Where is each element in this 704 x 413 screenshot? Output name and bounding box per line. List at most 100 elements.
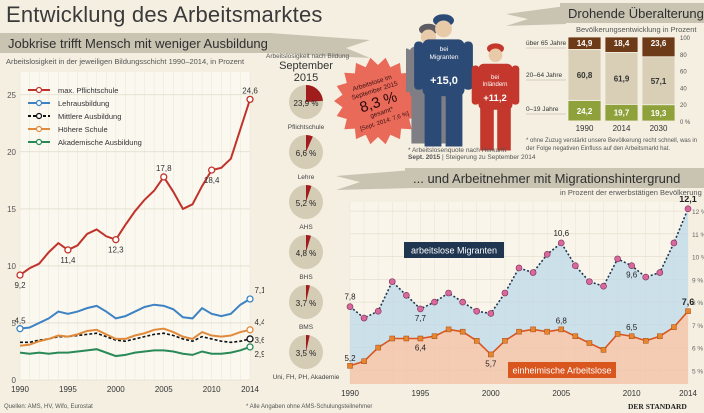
- migrant-area: [350, 208, 688, 366]
- row-label: über 65 Jahre: [526, 40, 566, 47]
- native-point: [671, 324, 677, 330]
- legend-tag-einheimisch: einheimische Arbeitslose: [508, 362, 616, 378]
- population-chart: über 65 Jahre 20–64 Jahre 0–19 Jahre 14,9 60…: [526, 36, 691, 133]
- legend-tag-migranten: arbeitslose Migranten: [404, 242, 504, 258]
- migrant-point: [543, 251, 551, 258]
- data-label: 4,5: [14, 317, 26, 326]
- native-point: [572, 333, 579, 339]
- migrant-point: [684, 205, 692, 213]
- native-point: [558, 326, 564, 333]
- x-tick-label: 1995: [59, 385, 77, 394]
- native-point: [502, 338, 508, 344]
- legend-marker: [35, 99, 43, 107]
- data-point-marker: [246, 295, 254, 303]
- legend-marker: [35, 112, 43, 120]
- legend-label: Lehrausbildung: [58, 99, 109, 108]
- data-label: 6,8: [556, 316, 568, 325]
- pie-value-label: 5,2 %: [296, 199, 316, 208]
- series-line-3: [19, 327, 251, 347]
- data-point-marker: [64, 246, 72, 254]
- x-tick-label: 2010: [623, 389, 641, 398]
- native-point: [544, 328, 550, 335]
- y-tick-label: 0: [12, 376, 17, 385]
- native-point: [600, 347, 607, 353]
- y-tick-label: 10: [7, 262, 16, 271]
- stack-segment: [567, 49, 602, 101]
- worker-native-arm-right: [511, 65, 520, 105]
- migrant-point: [501, 289, 509, 297]
- migrant-point: [431, 298, 438, 306]
- stack-value-label: 19,3: [651, 109, 667, 118]
- data-point-marker: [246, 95, 254, 104]
- native-point: [459, 328, 466, 335]
- starburst-shape: [334, 57, 422, 145]
- migrant-value: +15,0: [430, 75, 458, 87]
- pie-category-label: Lehre: [298, 174, 315, 181]
- migrant-point: [614, 255, 621, 263]
- stack-value-label: 61,9: [614, 74, 630, 83]
- pie-slice: [306, 85, 323, 102]
- section-ribbon-ageing: Drohende Überalterung: [560, 3, 704, 23]
- migrant-point: [388, 278, 396, 285]
- native-point: [614, 331, 621, 337]
- legend-tag-text: arbeitslose Migranten: [411, 246, 497, 256]
- worker-native-head: [488, 48, 503, 63]
- page-title: Entwicklung des Arbeitsmarktes: [6, 2, 323, 27]
- migrant-point: [459, 298, 466, 306]
- data-label: 7,1: [254, 286, 264, 295]
- migrant-point: [628, 262, 635, 269]
- stack-segment: [567, 100, 602, 122]
- x-tick-label: 2010: [203, 385, 221, 394]
- native-point: [516, 328, 522, 335]
- footnote: * Alle Angaben ohne AMS-Schulungsteilneh…: [246, 404, 373, 410]
- data-label: 11,4: [60, 256, 76, 265]
- native-point: [586, 340, 593, 346]
- legend-marker: [35, 138, 43, 146]
- stack-segment: [641, 56, 676, 106]
- legend-label: Mittlere Ausbildung: [58, 112, 121, 121]
- migrant-point: [487, 310, 495, 317]
- data-point-marker: [16, 325, 24, 333]
- pie-category-label: Pflichtschule: [288, 124, 325, 131]
- migrant-point: [557, 239, 565, 247]
- x-tick-label: 2000: [107, 385, 125, 394]
- stack-value-label: 60,8: [577, 71, 593, 80]
- pie-category-label: BMS: [299, 324, 314, 331]
- pie-value-label: 4,8 %: [296, 249, 316, 258]
- section-ribbon-education: Jobkrise trifft Mensch mit weniger Ausbi…: [0, 33, 282, 53]
- migration-note-text: * Arbeitslosenquote nach Herkunft: [408, 147, 507, 154]
- pie-value-label: 6,6 %: [296, 149, 316, 158]
- ribbon-arrow-ageing: [506, 6, 566, 26]
- worker-migrant-torso: [422, 39, 465, 97]
- series-line-1: [19, 298, 251, 330]
- stack-value-label: 23,6: [651, 39, 667, 48]
- pie-caption-line1: Arbeitslosigkeit nach Bildung: [266, 53, 350, 60]
- data-label: 2,9: [254, 350, 264, 359]
- data-point-marker: [246, 326, 254, 334]
- data-label: 6,4: [415, 344, 427, 353]
- sources: Quellen: AMS, HV, Wifo, Eurostat: [4, 404, 93, 410]
- x-tick-label: 1995: [412, 389, 430, 398]
- x-tick-label: 2014: [679, 389, 697, 398]
- native-point: [488, 351, 494, 358]
- ribbon-arrow-education: [270, 33, 370, 58]
- section-title-education: Jobkrise trifft Mensch mit weniger Ausbi…: [8, 36, 283, 51]
- native-point: [417, 335, 424, 342]
- data-label: 12,1: [679, 196, 697, 204]
- y-tick-label: 20: [680, 103, 687, 109]
- native-point: [530, 326, 536, 333]
- y-tick-label: 11 %: [692, 232, 704, 239]
- y-tick-label: 8 %: [692, 300, 703, 307]
- worker-native-leg-left: [480, 108, 494, 151]
- migration-chart-caption: in Prozent der erwerbstätigen Bevölkerun…: [560, 188, 702, 197]
- worker-migrant-arm-right: [463, 41, 473, 90]
- migrant-point: [586, 278, 593, 285]
- section-ribbon-migration: ... und Arbeitnehmer mit Migrationshinte…: [405, 168, 704, 188]
- migrant-point: [600, 282, 607, 290]
- data-label: 4,4: [254, 318, 264, 327]
- worker-migrant-leg-left: [424, 94, 442, 147]
- migrant-point: [529, 269, 537, 276]
- column-year-label: 2014: [613, 124, 631, 133]
- native-point: [445, 326, 452, 333]
